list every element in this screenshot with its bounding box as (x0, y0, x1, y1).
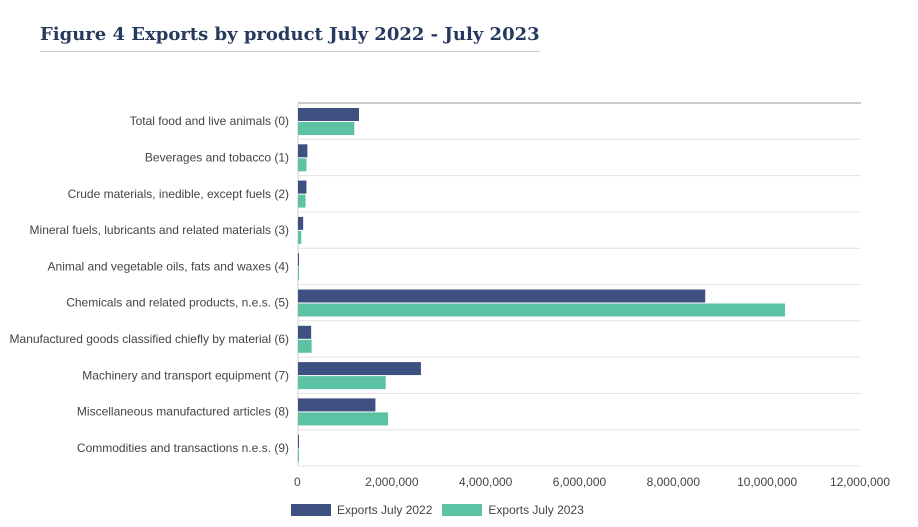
category-label: Animal and vegetable oils, fats and waxe… (48, 259, 289, 273)
x-tick-label: 0 (294, 475, 301, 489)
legend-label-2023: Exports July 2023 (488, 503, 584, 517)
x-tick-label: 4,000,000 (459, 475, 513, 489)
bar-2023-cat-0[interactable] (298, 122, 355, 135)
category-label: Manufactured goods classified chiefly by… (10, 332, 289, 346)
bar-2022-cat-1[interactable] (298, 144, 308, 158)
bar-2023-cat-2[interactable] (298, 194, 306, 208)
bar-2022-cat-5[interactable] (298, 289, 706, 303)
x-tick-label: 12,000,000 (830, 475, 890, 489)
bar-2022-cat-6[interactable] (298, 325, 312, 339)
category-label: Machinery and transport equipment (7) (82, 368, 289, 382)
bar-2023-cat-9[interactable] (298, 448, 299, 462)
bar-2023-cat-8[interactable] (298, 412, 389, 426)
legend-swatch-2023 (442, 504, 483, 516)
bar-2022-cat-3[interactable] (298, 216, 304, 230)
category-label: Commodities and transactions n.e.s. (9) (77, 441, 289, 455)
chart-legend: Exports July 2022 Exports July 2023 (291, 503, 594, 517)
bar-2022-cat-7[interactable] (298, 362, 421, 376)
legend-item-2023[interactable]: Exports July 2023 (442, 503, 584, 517)
bar-2022-cat-8[interactable] (298, 398, 376, 412)
bar-chart: Total food and live animals (0) Beverages… (10, 102, 890, 489)
category-label: Miscellaneous manufactured articles (8) (77, 405, 289, 419)
bar-2023-cat-5[interactable] (298, 303, 785, 317)
category-label: Crude materials, inedible, except fuels … (68, 187, 289, 201)
bar-2023-cat-4[interactable] (298, 267, 299, 281)
bar-2023-cat-7[interactable] (298, 376, 386, 390)
x-tick-label: 10,000,000 (737, 475, 797, 489)
category-label: Mineral fuels, lubricants and related ma… (30, 223, 289, 237)
chart-bars (298, 108, 785, 462)
bar-2023-cat-3[interactable] (298, 230, 302, 244)
category-labels: Total food and live animals (0) Beverages… (10, 114, 289, 455)
bar-2022-cat-0[interactable] (298, 108, 359, 121)
bar-2022-cat-2[interactable] (298, 180, 307, 194)
chart-title: Figure 4 Exports by product July 2022 - … (40, 24, 540, 52)
x-tick-label: 6,000,000 (553, 475, 607, 489)
chart-grid (297, 102, 861, 467)
bar-2023-cat-1[interactable] (298, 158, 307, 172)
bar-2022-cat-9[interactable] (298, 434, 299, 448)
legend-label-2022: Exports July 2022 (337, 503, 433, 517)
x-tick-label: 8,000,000 (647, 475, 701, 489)
category-label: Beverages and tobacco (1) (145, 150, 289, 164)
legend-item-2022[interactable]: Exports July 2022 (291, 503, 432, 517)
category-label: Chemicals and related products, n.e.s. (… (66, 296, 289, 310)
category-label: Total food and live animals (0) (130, 114, 289, 128)
bar-2023-cat-6[interactable] (298, 339, 312, 353)
bar-2022-cat-4[interactable] (298, 253, 299, 267)
x-tick-label: 2,000,000 (365, 475, 419, 489)
legend-swatch-2022 (291, 504, 331, 516)
x-axis-ticks: 0 2,000,000 4,000,000 6,000,000 8,000,000 10,… (294, 475, 890, 489)
